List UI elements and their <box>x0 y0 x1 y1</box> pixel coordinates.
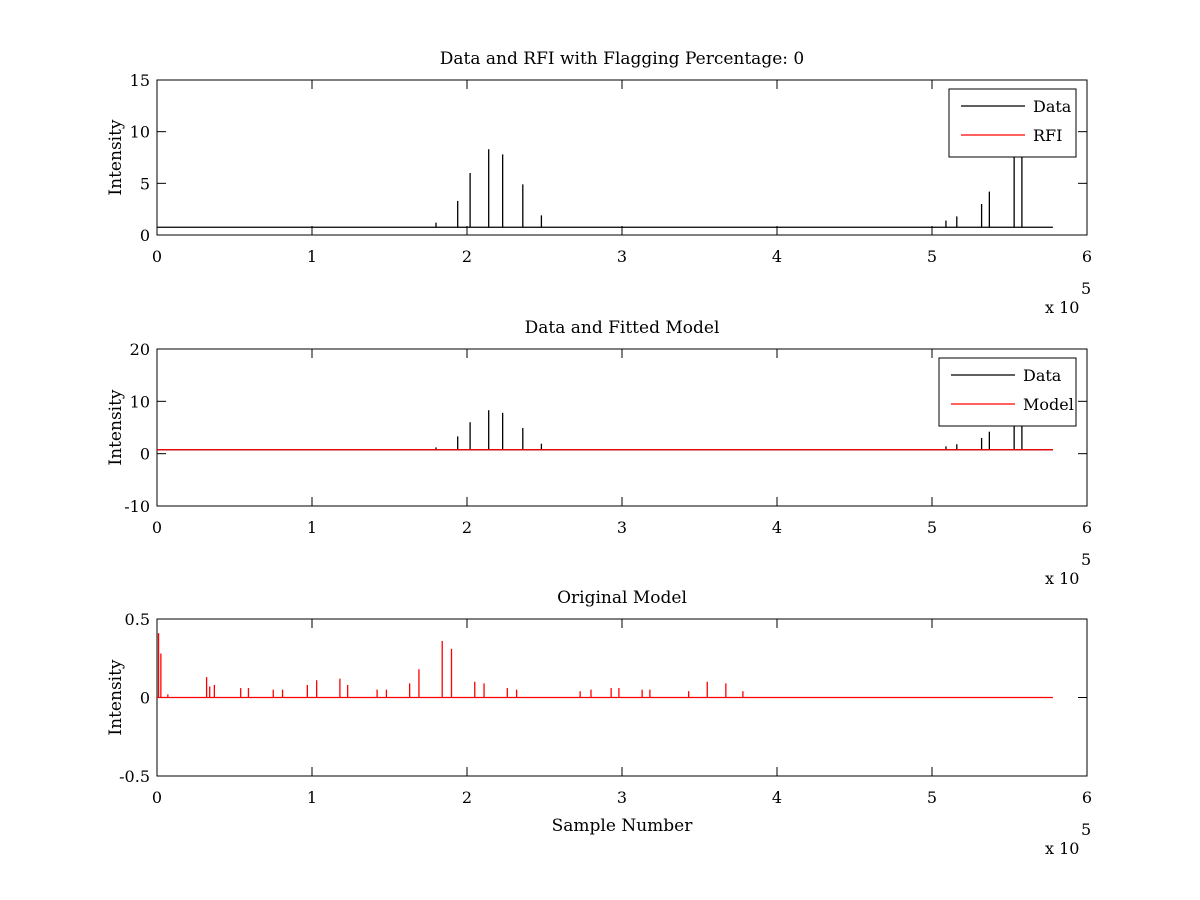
legend-label: Data <box>1033 97 1072 116</box>
chart-title: Data and RFI with Flagging Percentage: 0 <box>440 49 804 69</box>
y-axis-label: Intensity <box>106 659 126 735</box>
y-tick-label: -10 <box>124 497 150 516</box>
x-tick-label: 2 <box>462 788 472 807</box>
x-tick-label: 5 <box>927 247 937 266</box>
chart-title: Data and Fitted Model <box>525 318 720 338</box>
legend-label: RFI <box>1033 126 1062 145</box>
x-tick-label: 0 <box>152 788 162 807</box>
x-exponent-label: x 10 <box>1045 839 1079 858</box>
y-tick-label: 0 <box>140 689 150 708</box>
x-exponent-label: x 10 <box>1045 569 1079 588</box>
legend-label: Data <box>1023 366 1062 385</box>
x-exponent-power: 5 <box>1081 820 1091 839</box>
x-exponent-power: 5 <box>1081 279 1091 298</box>
y-tick-label: 10 <box>130 123 150 142</box>
legend-box <box>938 357 1077 427</box>
x-tick-label: 0 <box>152 247 162 266</box>
x-tick-label: 1 <box>307 518 317 537</box>
x-tick-label: 1 <box>307 247 317 266</box>
y-axis-label: Intensity <box>106 119 126 195</box>
y-tick-label: 10 <box>130 392 150 411</box>
x-tick-label: 6 <box>1082 788 1092 807</box>
x-tick-label: 2 <box>462 518 472 537</box>
legend-label: Model <box>1023 395 1074 414</box>
y-tick-label: 5 <box>140 174 150 193</box>
y-tick-label: 20 <box>130 340 150 359</box>
legend-box <box>948 88 1077 158</box>
x-exponent-power: 5 <box>1081 550 1091 569</box>
x-tick-label: 4 <box>772 518 782 537</box>
x-tick-label: 6 <box>1082 518 1092 537</box>
x-tick-label: 5 <box>927 788 937 807</box>
y-tick-label: 0 <box>140 445 150 464</box>
y-tick-label: -0.5 <box>119 767 150 786</box>
x-tick-label: 3 <box>617 788 627 807</box>
x-tick-label: 3 <box>617 518 627 537</box>
legend: Data RFI <box>948 88 1077 158</box>
x-tick-label: 6 <box>1082 247 1092 266</box>
x-tick-label: 5 <box>927 518 937 537</box>
y-tick-label: 15 <box>130 71 150 90</box>
x-tick-label: 2 <box>462 247 472 266</box>
plot-area <box>157 95 1053 228</box>
x-tick-label: 0 <box>152 518 162 537</box>
x-tick-label: 4 <box>772 788 782 807</box>
plot-area <box>157 633 1053 699</box>
x-tick-label: 1 <box>307 788 317 807</box>
x-tick-label: 3 <box>617 247 627 266</box>
chart-title: Original Model <box>557 588 687 608</box>
y-tick-label: 0.5 <box>125 610 150 629</box>
x-tick-label: 4 <box>772 247 782 266</box>
y-axis-label: Intensity <box>106 389 126 465</box>
y-tick-label: 0 <box>140 226 150 245</box>
axes-box <box>156 79 1088 236</box>
x-exponent-label: x 10 <box>1045 298 1079 317</box>
plot-area <box>157 383 1053 451</box>
legend: Data Model <box>938 357 1077 427</box>
x-axis-label: Sample Number <box>552 816 694 836</box>
